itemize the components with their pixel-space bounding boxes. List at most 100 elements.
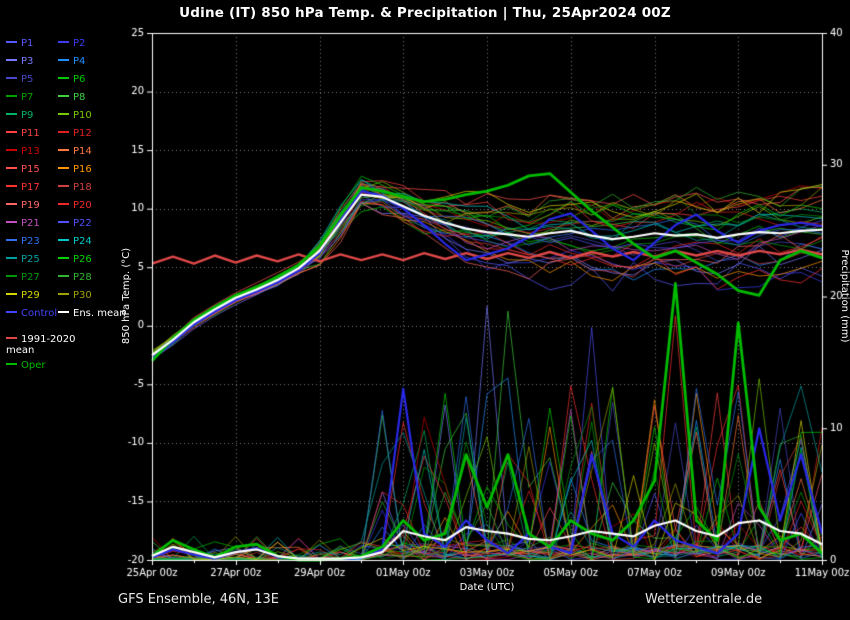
legend-item-p27: P27 (6, 272, 40, 283)
legend-color-dash (58, 149, 69, 151)
legend-color-dash (6, 185, 17, 187)
legend-item-p15: P15 (6, 164, 40, 175)
footer-model-info: GFS Ensemble, 46N, 13E (118, 592, 280, 607)
legend-item-label: P20 (73, 200, 92, 211)
legend-item-p5: P5 (6, 74, 33, 85)
legend-item-label: P7 (21, 92, 34, 103)
legend-item-p26: P26 (58, 254, 92, 265)
legend-item-label: P16 (73, 164, 92, 175)
legend-item-p18: P18 (58, 182, 92, 193)
x-axis-label: Date (UTC) (459, 582, 515, 593)
legend-color-dash (6, 77, 17, 79)
legend-item-p29: P29 (6, 290, 40, 301)
legend-color-dash (6, 257, 17, 259)
legend-item-label: P27 (21, 272, 40, 283)
legend-color-dash (58, 131, 69, 133)
legend-item-label: P14 (73, 146, 92, 157)
legend-item-p2: P2 (58, 38, 85, 49)
legend-item-label: Control (21, 308, 58, 319)
legend-color-dash (6, 293, 17, 295)
legend-item-p12: P12 (58, 128, 92, 139)
legend-item-label: P5 (21, 74, 34, 85)
legend-color-dash (6, 363, 17, 365)
legend-item-label: P24 (73, 236, 92, 247)
legend-item-label: P10 (73, 110, 92, 121)
legend-item-label: P26 (73, 254, 92, 265)
legend-item-label: P29 (21, 290, 40, 301)
legend-item-label: P21 (21, 218, 40, 229)
y-axis-label-precip: Precipitation (mm) (839, 249, 850, 343)
legend-color-dash (6, 275, 17, 277)
legend-item-p3: P3 (6, 56, 33, 67)
legend-color-dash (6, 149, 17, 151)
legend-item-label: P28 (73, 272, 92, 283)
chart-title: Udine (IT) 850 hPa Temp. & Precipitation… (179, 5, 671, 21)
legend-item-label: P22 (73, 218, 92, 229)
legend-item-p17: P17 (6, 182, 40, 193)
legend-color-dash (6, 95, 17, 97)
legend-item-p11: P11 (6, 128, 40, 139)
legend-item-label: P30 (73, 290, 92, 301)
legend-item-p14: P14 (58, 146, 92, 157)
legend-color-dash (58, 41, 69, 43)
legend-item-label: P4 (73, 56, 86, 67)
legend-item-p7: P7 (6, 92, 33, 103)
legend-color-dash (58, 311, 69, 313)
legend-item-p25: P25 (6, 254, 40, 265)
legend-item-label: P13 (21, 146, 40, 157)
legend-item-p6: P6 (58, 74, 85, 85)
legend-item-p21: P21 (6, 218, 40, 229)
legend-color-dash (58, 167, 69, 169)
legend-color-dash (58, 185, 69, 187)
legend-color-dash (58, 95, 69, 97)
legend-item-p23: P23 (6, 236, 40, 247)
legend-color-dash (58, 257, 69, 259)
legend-color-dash (6, 203, 17, 205)
legend-item-label: P25 (21, 254, 40, 265)
legend-item-p24: P24 (58, 236, 92, 247)
legend-item-label: P3 (21, 56, 34, 67)
legend-item-p4: P4 (58, 56, 85, 67)
legend-color-dash (6, 113, 17, 115)
legend-item-ens-mean: Ens. mean (58, 308, 126, 319)
legend-item-p1: P1 (6, 38, 33, 49)
legend-color-dash (58, 113, 69, 115)
legend-color-dash (58, 203, 69, 205)
legend-item-label: P18 (73, 182, 92, 193)
legend: P1 P2 P3 P4 P5 P6 P7 P8 P9 P10 P11 P12 P13 P14 P15 P16 P… (6, 38, 156, 383)
legend-color-dash (6, 167, 17, 169)
footer-site-name: Wetterzentrale.de (645, 592, 763, 607)
legend-item-label: P11 (21, 128, 40, 139)
legend-color-dash (58, 293, 69, 295)
legend-color-dash (6, 221, 17, 223)
legend-item-p9: P9 (6, 110, 33, 121)
legend-item-label: Ens. mean (73, 308, 126, 319)
legend-color-dash (6, 131, 17, 133)
legend-color-dash (6, 59, 17, 61)
legend-item-p20: P20 (58, 200, 92, 211)
legend-item-label: P9 (21, 110, 34, 121)
legend-item-label: P6 (73, 74, 86, 85)
legend-item-label: P1 (21, 38, 34, 49)
legend-item-label: P15 (21, 164, 40, 175)
legend-item-label: P8 (73, 92, 86, 103)
legend-color-dash (58, 275, 69, 277)
legend-color-dash (58, 59, 69, 61)
legend-item-label: 1991-2020 mean (6, 334, 76, 356)
legend-color-dash (58, 77, 69, 79)
legend-item-label: P2 (73, 38, 86, 49)
legend-item-label: P12 (73, 128, 92, 139)
legend-color-dash (6, 337, 17, 339)
legend-item-p19: P19 (6, 200, 40, 211)
legend-item-p16: P16 (58, 164, 92, 175)
legend-color-dash (6, 311, 17, 313)
legend-item-p10: P10 (58, 110, 92, 121)
legend-item-label: P17 (21, 182, 40, 193)
legend-item-clim-mean: 1991-2020 mean (6, 334, 90, 356)
legend-item-p8: P8 (58, 92, 85, 103)
legend-item-control: Control (6, 308, 57, 319)
legend-item-p28: P28 (58, 272, 92, 283)
legend-color-dash (58, 239, 69, 241)
